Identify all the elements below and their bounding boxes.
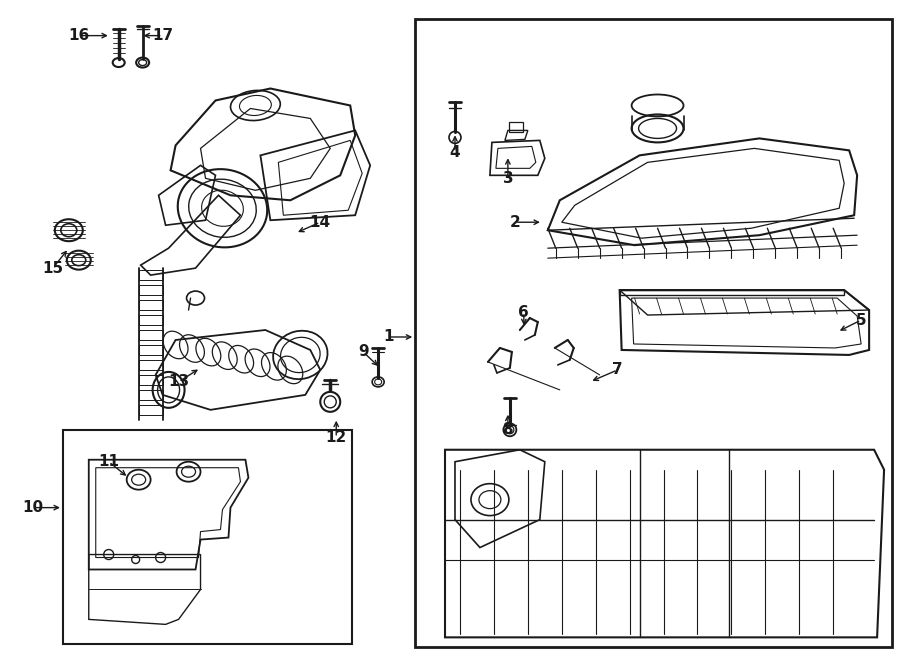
- Text: 15: 15: [42, 260, 63, 276]
- Text: 9: 9: [358, 344, 368, 360]
- Text: 16: 16: [68, 28, 89, 43]
- Text: 10: 10: [22, 500, 43, 515]
- Text: 14: 14: [310, 215, 331, 230]
- Text: 17: 17: [152, 28, 173, 43]
- Text: 1: 1: [382, 329, 393, 344]
- Text: 2: 2: [509, 215, 520, 230]
- Text: 7: 7: [612, 362, 623, 377]
- Text: 11: 11: [98, 454, 119, 469]
- Text: 13: 13: [168, 374, 189, 389]
- Text: 12: 12: [326, 430, 346, 446]
- Text: 3: 3: [502, 171, 513, 186]
- Text: 4: 4: [450, 145, 460, 160]
- Bar: [508, 122, 523, 132]
- Bar: [63, 430, 352, 644]
- Text: 6: 6: [518, 305, 529, 319]
- Bar: [415, 19, 892, 647]
- Text: 5: 5: [856, 313, 867, 327]
- Text: 8: 8: [502, 422, 513, 438]
